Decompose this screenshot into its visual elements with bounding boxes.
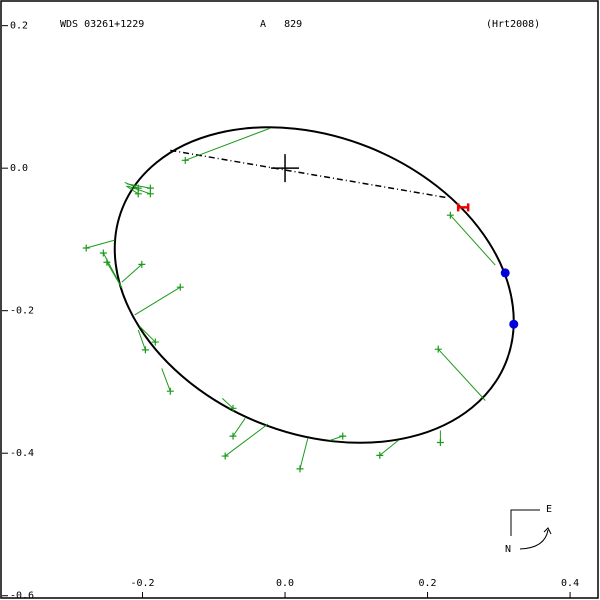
compass-axes [510,509,540,536]
residual [134,286,181,316]
residual [224,423,269,457]
observation [229,432,237,440]
residual [232,418,246,437]
x-tick-label: 0.2 [419,578,437,589]
y-tick-label: 0.0 [10,163,28,174]
residual [125,185,139,195]
observation [103,258,111,266]
compass [510,509,552,550]
x-tick-label: 0.4 [561,578,579,589]
compass-north: N [505,544,511,555]
observation [146,190,154,198]
residual [185,127,271,161]
residual [121,263,143,283]
observation [376,451,384,459]
y-tick-label: 0.2 [10,21,28,32]
y-tick-label: -0.4 [10,448,34,459]
x-tick-label: -0.2 [130,578,154,589]
observation [181,156,189,164]
observation [436,439,444,447]
observation [339,432,347,440]
residual [139,326,156,343]
observation [229,404,237,412]
residual [86,239,115,249]
observation [82,244,90,252]
y-tick-label: -0.6 [10,591,34,600]
observation [151,338,159,346]
observation [434,345,442,353]
residual [127,185,151,195]
residual [106,261,123,289]
observation [138,260,146,268]
residual [379,439,399,456]
orbit [113,126,515,444]
residual [221,397,234,409]
compass-east: E [546,504,552,515]
residual [137,329,146,351]
observation [176,283,184,291]
position-marker [500,268,510,278]
residual [299,438,309,470]
y-tick-label: -0.2 [10,306,34,317]
observation [296,465,304,473]
x-tick-label: 0.0 [276,578,294,589]
observation [141,346,149,354]
observation [166,387,174,395]
periastron [456,203,470,212]
chart-title: WDS 03261+1229 [60,19,144,30]
residual [161,368,171,392]
observation [134,190,142,198]
residual [126,183,151,189]
component: A 829 [260,19,302,30]
observation [221,452,229,460]
position-marker [509,319,519,329]
line-of-nodes [170,149,446,199]
origin-cross [271,154,300,183]
residual [449,214,496,266]
residual [437,348,486,401]
residual [329,435,343,441]
compass-arrowhead [543,527,552,535]
compass-arrow [519,529,549,550]
observation [446,211,454,219]
reference: (Hrt2008) [486,19,540,30]
observation [99,249,107,257]
